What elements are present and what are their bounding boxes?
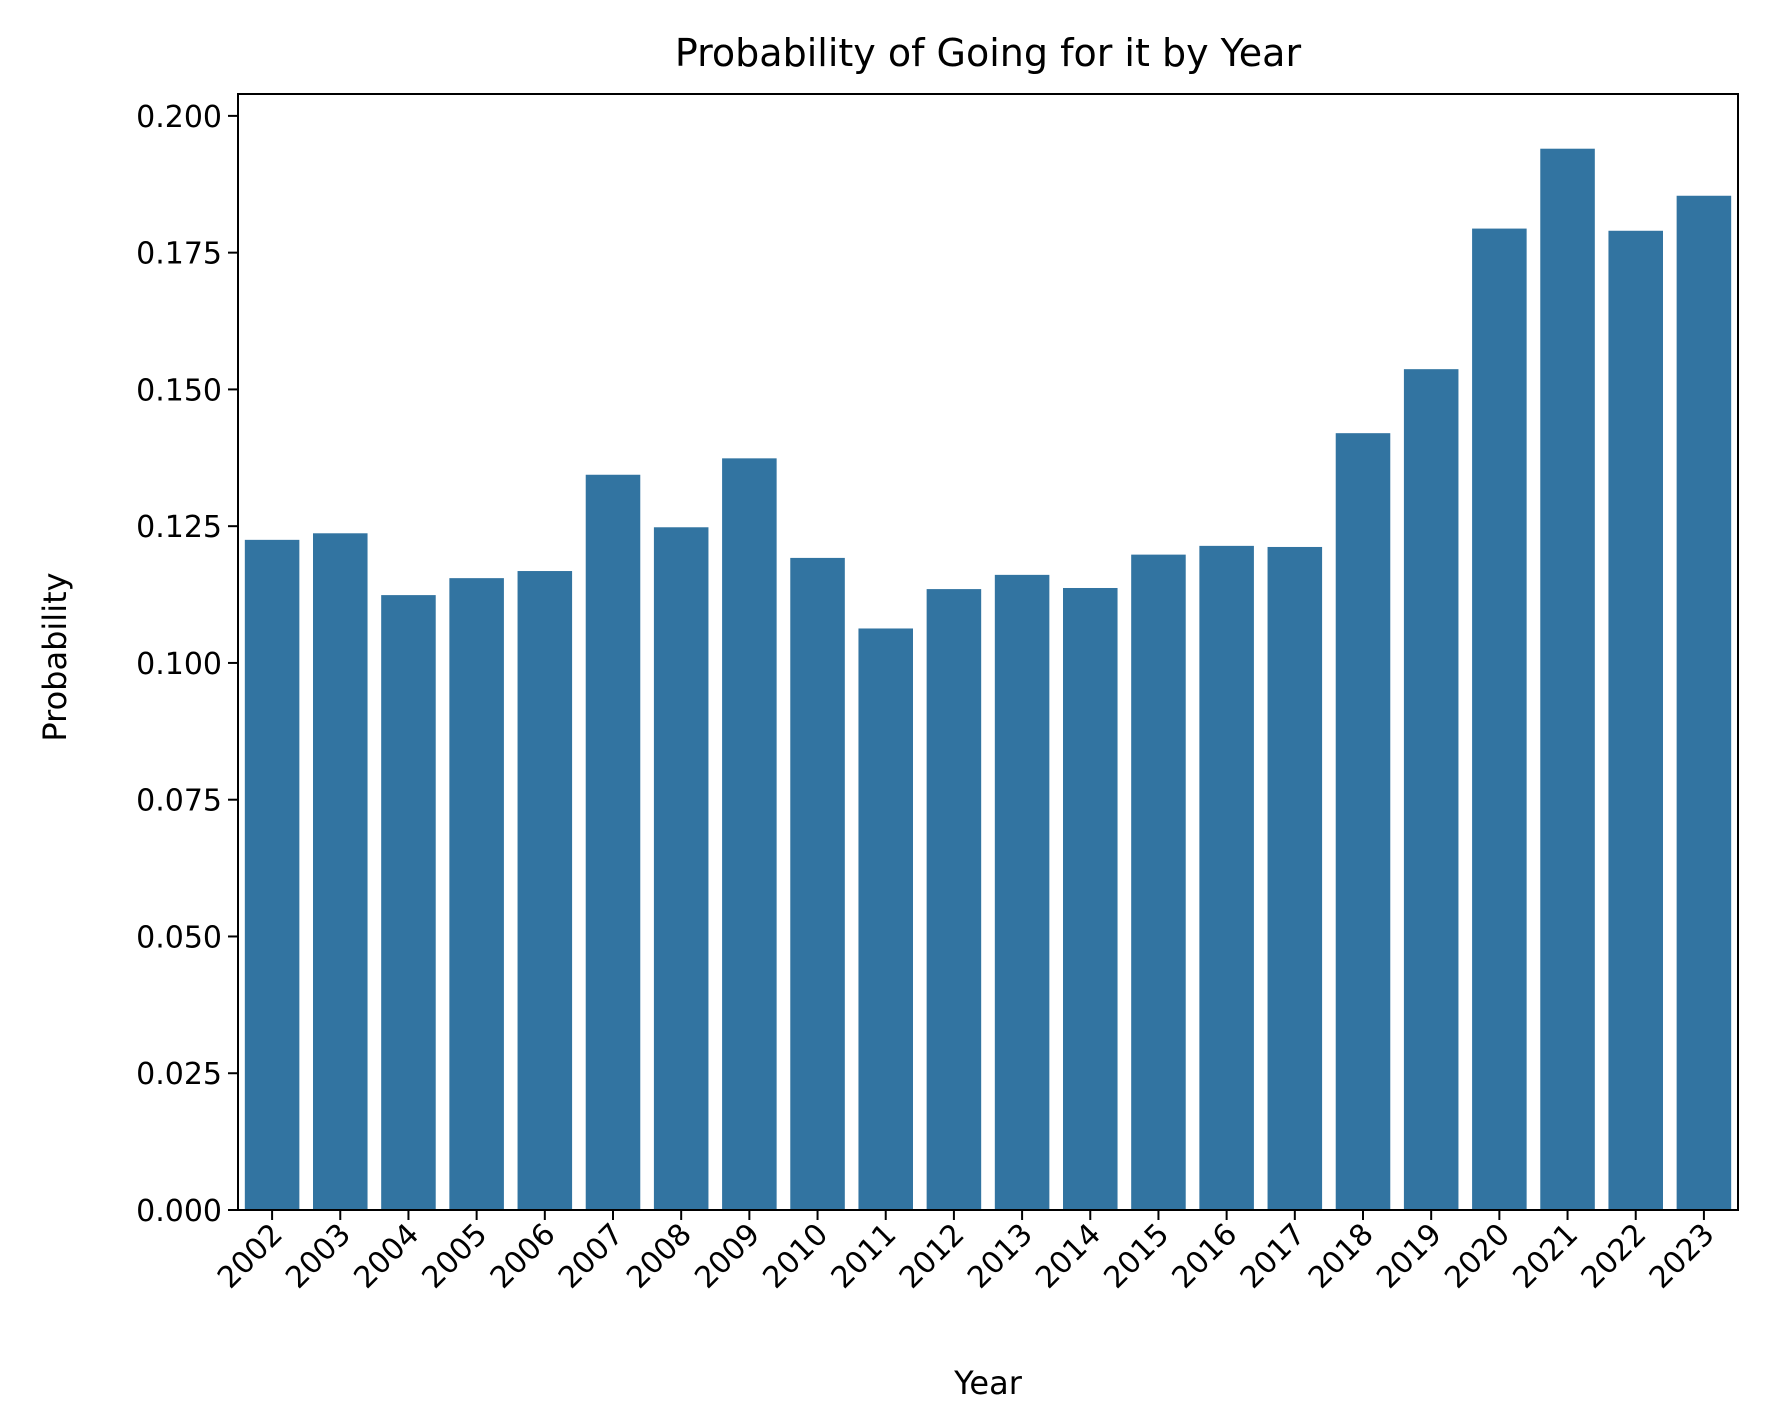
y-tick-label: 0.075 [136, 784, 222, 819]
bar-2016 [1199, 545, 1254, 1210]
x-tick-label: 2008 [620, 1217, 699, 1296]
bar-2005 [449, 578, 504, 1210]
x-tick-label: 2016 [1166, 1217, 1245, 1296]
y-axis-label: Probability [36, 572, 74, 741]
chart-title: Probability of Going for it by Year [675, 31, 1302, 75]
y-axis: 0.000 0.025 0.050 0.075 0.100 0.125 0.150 0.175… [136, 100, 238, 1229]
bar-2011 [858, 628, 913, 1210]
plot-frame [237, 93, 1739, 1211]
y-tick-label: 0.200 [136, 100, 222, 135]
y-tick-label: 0.150 [136, 373, 222, 408]
x-axis-label: Year [953, 1364, 1023, 1402]
x-tick-label: 2004 [347, 1217, 426, 1296]
bar-2017 [1267, 546, 1323, 1210]
bar-2012 [926, 589, 982, 1210]
y-tick-label: 0.100 [136, 647, 222, 682]
x-tick-label: 2014 [1029, 1217, 1108, 1296]
bar-2015 [1131, 554, 1186, 1210]
bar-2013 [994, 574, 1050, 1210]
x-tick-label: 2023 [1643, 1217, 1722, 1296]
bar-2007 [585, 474, 641, 1210]
x-tick-label: 2006 [484, 1217, 563, 1296]
x-tick-label: 2009 [688, 1217, 767, 1296]
x-tick-label: 2020 [1438, 1217, 1517, 1296]
x-tick-label: 2012 [893, 1217, 972, 1296]
bar-2010 [790, 557, 845, 1210]
x-axis: 2002200320042005200620072008200920102011… [211, 1210, 1722, 1296]
bar-2002 [244, 539, 300, 1210]
bar-2009 [722, 458, 777, 1210]
x-tick-label: 2003 [279, 1217, 358, 1296]
bar-2020 [1472, 228, 1527, 1210]
x-tick-label: 2018 [1302, 1217, 1381, 1296]
bar-2022 [1608, 230, 1663, 1210]
x-tick-label: 2015 [1097, 1217, 1176, 1296]
x-tick-label: 2017 [1234, 1217, 1313, 1296]
bar-2004 [381, 595, 436, 1210]
x-tick-label: 2013 [961, 1217, 1040, 1296]
x-tick-label: 2022 [1575, 1217, 1654, 1296]
x-tick-label: 2007 [552, 1217, 631, 1296]
bar-2008 [653, 527, 709, 1210]
x-tick-label: 2021 [1506, 1217, 1585, 1296]
x-tick-label: 2010 [756, 1217, 835, 1296]
bars [244, 148, 1732, 1211]
bar-2018 [1335, 433, 1391, 1210]
bar-2014 [1063, 587, 1118, 1210]
y-tick-label: 0.125 [136, 510, 222, 545]
y-tick-label: 0.000 [136, 1194, 222, 1229]
x-tick-label: 2002 [211, 1217, 290, 1296]
x-tick-label: 2019 [1370, 1217, 1449, 1296]
bar-2023 [1676, 195, 1732, 1211]
bar-2006 [517, 571, 573, 1210]
y-tick-label: 0.025 [136, 1057, 222, 1092]
x-tick-label: 2005 [416, 1217, 495, 1296]
y-tick-label: 0.050 [136, 920, 222, 955]
bar-2019 [1403, 369, 1459, 1210]
bar-2021 [1540, 148, 1595, 1210]
x-tick-label: 2011 [825, 1217, 904, 1296]
y-tick-label: 0.175 [136, 237, 222, 272]
bar-2003 [313, 533, 368, 1210]
